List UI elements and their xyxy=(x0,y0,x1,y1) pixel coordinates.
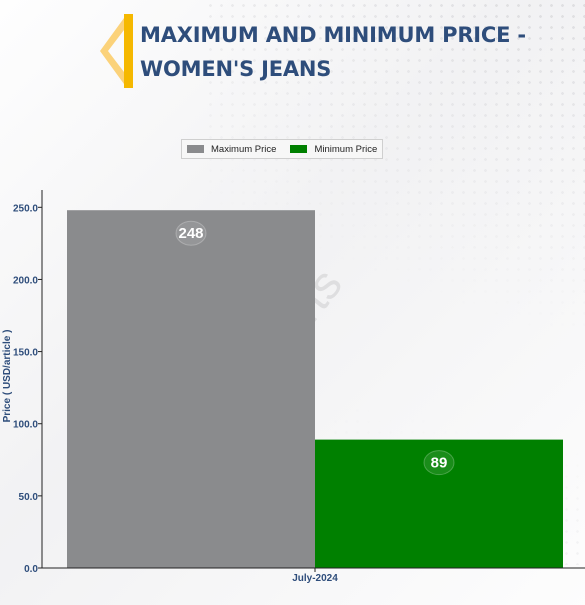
y-tick-label: 200.0 xyxy=(13,275,38,286)
data-label: 248 xyxy=(178,225,203,242)
bar-group xyxy=(67,210,563,568)
chart-title: MAXIMUM AND MINIMUM PRICE - WOMEN'S JEAN… xyxy=(140,23,526,81)
legend-swatch-minimum xyxy=(290,145,308,153)
x-axis: July-2024 xyxy=(42,567,585,584)
bar-maximum-price[interactable] xyxy=(67,210,315,568)
data-labels: 248 89 xyxy=(175,220,455,476)
y-tick-label: 50.0 xyxy=(19,492,39,503)
legend-label-minimum: Minimum Price xyxy=(314,143,378,155)
y-tick-label: 150.0 xyxy=(13,348,38,359)
legend-label-maximum: Maximum Price xyxy=(211,143,277,155)
y-tick-label: 0.0 xyxy=(24,564,38,575)
legend-item-maximum-price[interactable]: Maximum Price xyxy=(187,144,276,155)
data-label: 89 xyxy=(431,455,448,472)
y-tick-label: 250.0 xyxy=(13,203,38,214)
legend-item-minimum-price[interactable]: Minimum Price xyxy=(290,144,377,155)
data-label-badge xyxy=(175,220,207,246)
brand-logo-icon xyxy=(100,14,133,88)
legend-swatch-maximum xyxy=(187,145,204,153)
y-axis-title: Price ( USD/article ) xyxy=(2,329,13,423)
y-tick-label: 100.0 xyxy=(13,420,38,431)
bar-minimum-price[interactable] xyxy=(315,439,563,568)
chart-legend: Maximum Price Minimum Price xyxy=(181,139,384,159)
y-axis: 0.0 50.0 100.0 150.0 200.0 250.0 xyxy=(13,190,43,575)
x-tick-label: July-2024 xyxy=(292,573,338,584)
data-label-badge xyxy=(423,450,455,476)
